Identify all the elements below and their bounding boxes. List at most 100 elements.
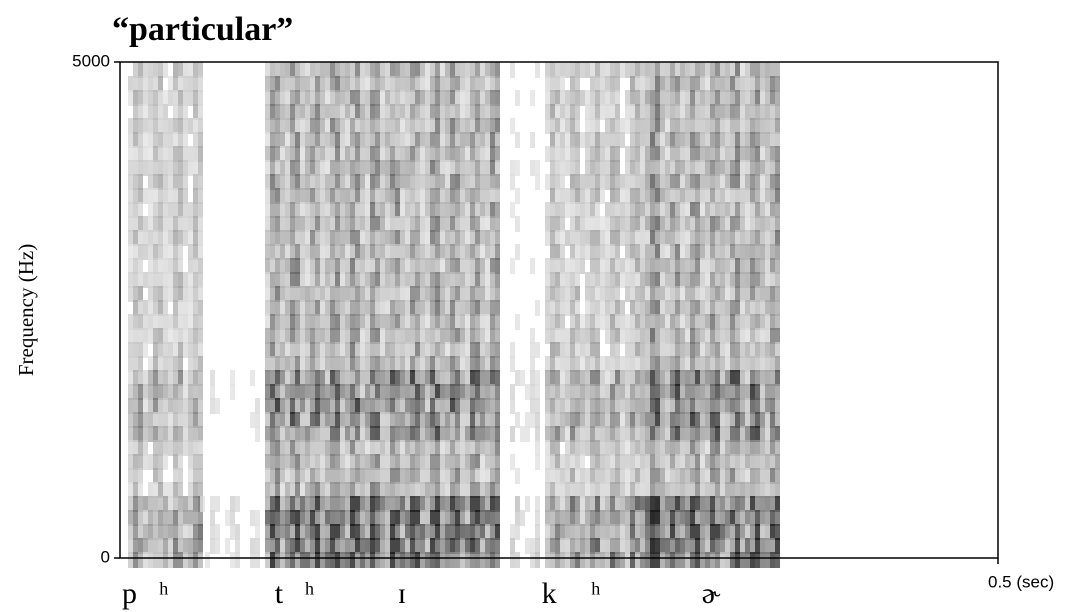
spectrogram-cell bbox=[193, 90, 198, 106]
spectrogram-cell bbox=[535, 496, 540, 512]
spectrogram-cell bbox=[750, 426, 755, 442]
spectrogram-cell bbox=[178, 454, 183, 470]
spectrogram-cell bbox=[530, 356, 535, 372]
spectrogram-cell bbox=[415, 356, 420, 372]
spectrogram-cell bbox=[325, 286, 330, 302]
spectrogram-cell bbox=[275, 370, 280, 386]
spectrogram-cell bbox=[133, 454, 138, 470]
spectrogram-cell bbox=[570, 76, 575, 92]
spectrogram-cell bbox=[560, 384, 565, 400]
spectrogram-cell bbox=[660, 244, 665, 260]
spectrogram-cell bbox=[710, 258, 715, 274]
spectrogram-cell bbox=[530, 258, 535, 274]
spectrogram-cell bbox=[143, 188, 148, 204]
spectrogram-cell bbox=[595, 454, 600, 470]
spectrogram-cell bbox=[440, 76, 445, 92]
spectrogram-cell bbox=[695, 216, 700, 232]
spectrogram-cell bbox=[750, 538, 755, 554]
spectrogram-cell bbox=[745, 496, 750, 512]
spectrogram-cell bbox=[575, 468, 580, 484]
spectrogram-cell bbox=[345, 272, 350, 288]
spectrogram-cell bbox=[133, 384, 138, 400]
spectrogram-cell bbox=[345, 286, 350, 302]
spectrogram-cell bbox=[360, 314, 365, 330]
spectrogram-cell bbox=[560, 538, 565, 554]
spectrogram-cell bbox=[705, 132, 710, 148]
spectrogram-cell bbox=[178, 468, 183, 484]
spectrogram-cell bbox=[445, 538, 450, 554]
spectrogram-cell bbox=[163, 90, 168, 106]
spectrogram-cell bbox=[595, 202, 600, 218]
spectrogram-cell bbox=[300, 90, 305, 106]
spectrogram-cell bbox=[620, 174, 625, 190]
spectrogram-cell bbox=[355, 62, 360, 78]
spectrogram-cell bbox=[295, 244, 300, 260]
spectrogram-cell bbox=[750, 146, 755, 162]
spectrogram-cell bbox=[128, 202, 133, 218]
spectrogram-cell bbox=[670, 496, 675, 512]
spectrogram-cell bbox=[435, 426, 440, 442]
spectrogram-cell bbox=[148, 552, 153, 568]
spectrogram-cell bbox=[630, 454, 635, 470]
spectrogram-cell bbox=[690, 244, 695, 260]
spectrogram-cell bbox=[545, 146, 550, 162]
spectrogram-cell bbox=[295, 398, 300, 414]
spectrogram-cell bbox=[765, 216, 770, 232]
spectrogram-cell bbox=[625, 356, 630, 372]
spectrogram-cell bbox=[340, 216, 345, 232]
spectrogram-cell bbox=[193, 342, 198, 358]
spectrogram-cell bbox=[655, 146, 660, 162]
spectrogram-cell bbox=[610, 160, 615, 176]
spectrogram-cell bbox=[430, 496, 435, 512]
spectrogram-cell bbox=[350, 62, 355, 78]
spectrogram-cell bbox=[430, 104, 435, 120]
spectrogram-cell bbox=[445, 468, 450, 484]
spectrogram-cell bbox=[735, 370, 740, 386]
spectrogram-cell bbox=[675, 356, 680, 372]
spectrogram-cell bbox=[330, 552, 335, 568]
spectrogram-cell bbox=[290, 496, 295, 512]
spectrogram-cell bbox=[193, 454, 198, 470]
spectrogram-cell bbox=[128, 524, 133, 540]
spectrogram-cell bbox=[760, 314, 765, 330]
spectrogram-cell bbox=[168, 314, 173, 330]
spectrogram-cell bbox=[630, 552, 635, 568]
spectrogram-cell bbox=[670, 482, 675, 498]
spectrogram-cell bbox=[745, 510, 750, 526]
spectrogram-cell bbox=[173, 370, 178, 386]
spectrogram-cell bbox=[188, 90, 193, 106]
spectrogram-cell bbox=[400, 538, 405, 554]
spectrogram-cell bbox=[465, 426, 470, 442]
spectrogram-cell bbox=[770, 454, 775, 470]
spectrogram-cell bbox=[415, 552, 420, 568]
spectrogram-cell bbox=[350, 524, 355, 540]
spectrogram-cell bbox=[690, 412, 695, 428]
spectrogram-cell bbox=[720, 132, 725, 148]
spectrogram-cell bbox=[585, 90, 590, 106]
spectrogram-cell bbox=[188, 370, 193, 386]
spectrogram-cell bbox=[345, 482, 350, 498]
spectrogram-cell bbox=[550, 104, 555, 120]
spectrogram-cell bbox=[158, 132, 163, 148]
spectrogram-cell bbox=[395, 524, 400, 540]
spectrogram-cell bbox=[705, 314, 710, 330]
spectrogram-cell bbox=[295, 468, 300, 484]
spectrogram-cell bbox=[400, 300, 405, 316]
spectrogram-cell bbox=[750, 384, 755, 400]
spectrogram-cell bbox=[650, 230, 655, 246]
spectrogram-cell bbox=[715, 244, 720, 260]
spectrogram-cell bbox=[635, 328, 640, 344]
spectrogram-cell bbox=[775, 132, 780, 148]
spectrogram-cell bbox=[148, 370, 153, 386]
spectrogram-cell bbox=[158, 356, 163, 372]
spectrogram-cell bbox=[375, 132, 380, 148]
spectrogram-cell bbox=[455, 258, 460, 274]
spectrogram-cell bbox=[660, 426, 665, 442]
spectrogram-cell bbox=[510, 538, 515, 554]
spectrogram-cell bbox=[455, 118, 460, 134]
spectrogram-cell bbox=[173, 468, 178, 484]
spectrogram-cell bbox=[405, 328, 410, 344]
spectrogram-cell bbox=[340, 454, 345, 470]
spectrogram-cell bbox=[650, 398, 655, 414]
spectrogram-cell bbox=[450, 412, 455, 428]
